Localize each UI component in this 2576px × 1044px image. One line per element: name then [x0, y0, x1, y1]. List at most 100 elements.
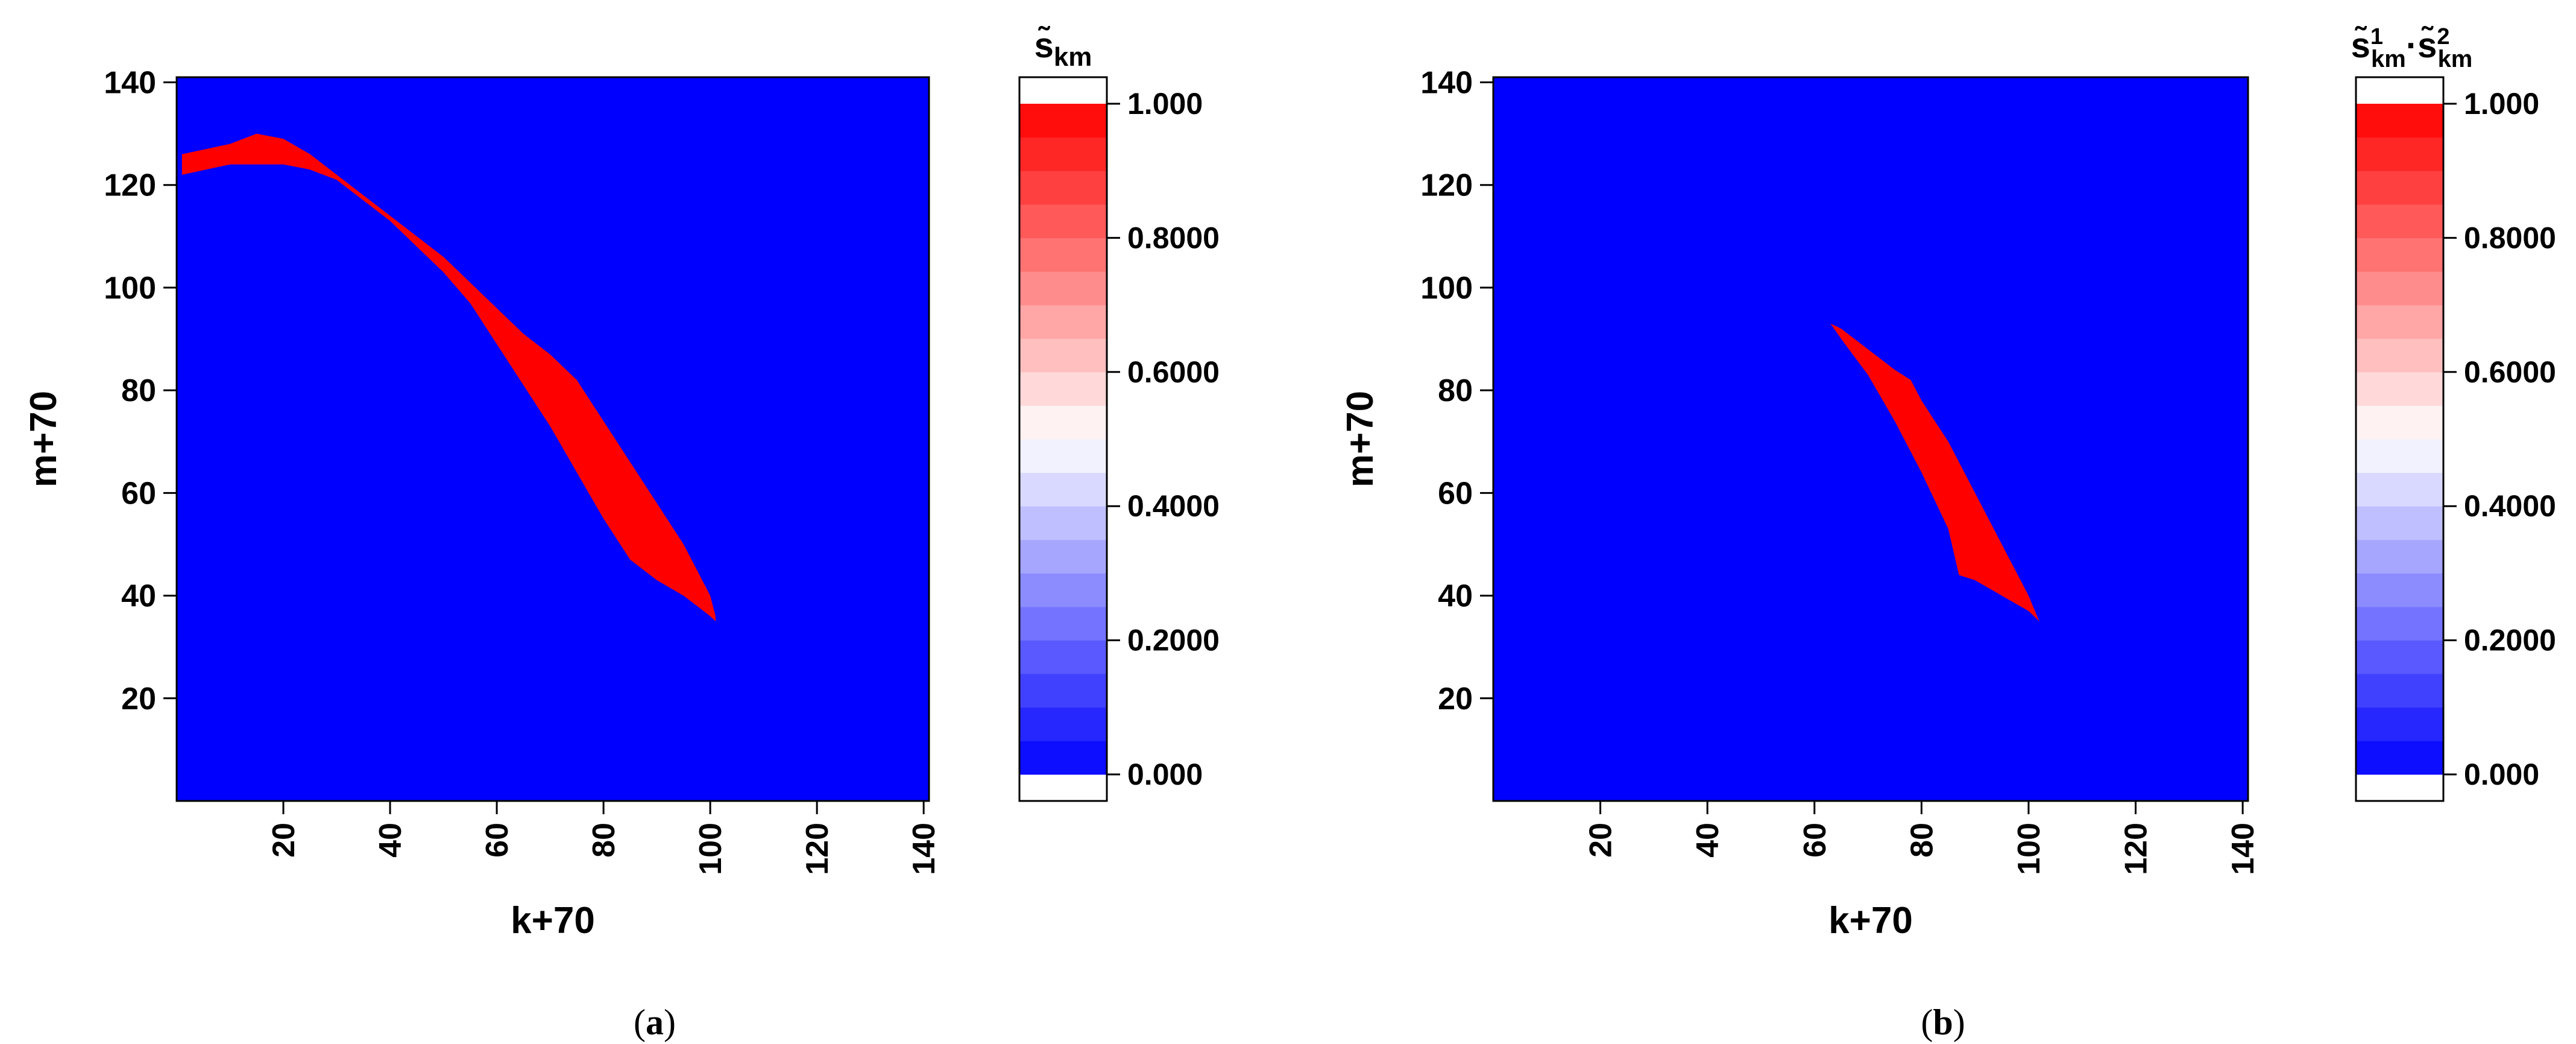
- y-tick-label-a: 100: [104, 271, 156, 306]
- colorbar-title-b-sub2: km: [2438, 46, 2473, 72]
- colorbar-tick-label-a: 0.4000: [1127, 489, 1220, 523]
- colorbar-tick-label-a: 0.8000: [1127, 221, 1220, 255]
- colorbar-b: 0.000 0.2000 0.4000 0.6000 0.8000 1.000: [2355, 76, 2556, 802]
- colorbar-band-a: [1019, 271, 1107, 306]
- y-axis-title-b: m+70: [1340, 391, 1381, 487]
- x-tick-label-b: 140: [2226, 823, 2261, 875]
- colorbar-band-b: [2356, 607, 2443, 641]
- y-tick-label-b: 20: [1438, 682, 1473, 717]
- colorbar-band-b: [2356, 472, 2443, 507]
- colorbar-band-a: [1019, 238, 1107, 272]
- panel-b: 20 40 60 80 100 120 140 20 40 60 80 100 120 140 k+70…: [1340, 24, 2556, 1042]
- colorbar-band-a: [1019, 640, 1107, 674]
- colorbar-band-a: [1019, 405, 1107, 440]
- colorbar-band-a: [1019, 204, 1107, 238]
- colorbar-band-b: [2356, 539, 2443, 574]
- colorbar-band-b: [2356, 137, 2443, 171]
- colorbar-band-a: [1019, 539, 1107, 574]
- colorbar-band-b: [2356, 204, 2443, 238]
- panel-a: 20 40 60 80 100 120 140 20 40 60 80 100 120 140 k+70…: [23, 26, 1220, 1042]
- colorbar-tick-label-b: 1.000: [2464, 87, 2539, 121]
- x-tick-label-a: 140: [907, 823, 942, 875]
- colorbar-title-b-sup2: 2: [2437, 24, 2449, 49]
- y-tick-label-a: 40: [121, 579, 156, 614]
- y-tick-label-b: 140: [1420, 66, 1473, 101]
- colorbar-title-sub-a: km: [1054, 42, 1092, 72]
- colorbar-title-b-s1: s̃: [2351, 26, 2370, 65]
- colorbar-title-b-sub1: km: [2371, 46, 2406, 72]
- colorbar-band-a: [1019, 137, 1107, 171]
- y-tick-label-a: 120: [104, 168, 156, 203]
- colorbar-tick-label-a: 0.000: [1127, 758, 1203, 791]
- x-tick-label-a: 80: [587, 823, 622, 858]
- colorbar-band-a: [1019, 506, 1107, 540]
- colorbar-tick-label-b: 0.8000: [2464, 221, 2556, 255]
- x-tick-label-a: 120: [800, 823, 835, 875]
- x-tick-label-a: 20: [266, 823, 301, 858]
- y-ticks-b: 20 40 60 80 100 120 140: [1420, 66, 1493, 717]
- colorbar-band-b: [2356, 372, 2443, 406]
- colorbar-band-a: [1019, 338, 1107, 373]
- heatmap-region-a: [181, 133, 716, 622]
- colorbar-title-b: s̃1 km·s̃2 km: [2351, 24, 2473, 72]
- colorbar-band-b: [2356, 271, 2443, 306]
- x-tick-label-b: 60: [1798, 823, 1833, 858]
- y-axis-title-a: m+70: [23, 391, 65, 487]
- colorbar-tick-label-a: 1.000: [1127, 87, 1203, 121]
- colorbar-band-b: [2356, 674, 2443, 708]
- plot-area-a: [177, 77, 929, 801]
- colorbar-band-a: [1019, 573, 1107, 607]
- x-tick-label-b: 100: [2012, 823, 2047, 875]
- colorbar-band-a: [1019, 171, 1107, 205]
- colorbar-band-b: [2356, 707, 2443, 741]
- y-tick-label-b: 80: [1438, 373, 1473, 408]
- plot-frame-b: [1492, 76, 2249, 802]
- x-tick-label-a: 100: [693, 823, 728, 875]
- heatmap-region-b: [1830, 323, 2039, 622]
- colorbar-band-a: [1019, 305, 1107, 339]
- caption-letter-b: b: [1933, 1002, 1953, 1042]
- colorbar-band-b: [2356, 506, 2443, 540]
- colorbar-band-b: [2356, 305, 2443, 339]
- y-tick-label-a: 140: [104, 66, 156, 101]
- colorbar-band-a: [1019, 707, 1107, 741]
- colorbar-tick-label-a: 0.2000: [1127, 624, 1220, 657]
- colorbar-frame-a: [1018, 76, 1108, 802]
- colorbar-title-b-sup1: 1: [2370, 24, 2383, 49]
- colorbar-title-b-s2: s̃: [2417, 26, 2437, 65]
- colorbar-band-a: [1019, 104, 1107, 138]
- colorbar-band-b: [2356, 439, 2443, 473]
- colorbar-band-b: [2356, 405, 2443, 440]
- y-tick-label-b: 40: [1438, 579, 1473, 614]
- colorbar-band-a: [1019, 607, 1107, 641]
- x-tick-label-a: 60: [480, 823, 515, 858]
- plot-frame-a: [175, 76, 930, 802]
- colorbar-title-main-a: s̃: [1034, 26, 1054, 65]
- colorbar-band-a: [1019, 439, 1107, 473]
- x-ticks-a: 20 40 60 80 100 120 140: [266, 801, 942, 875]
- colorbar-band-b: [2356, 238, 2443, 272]
- colorbar-title-b-dot: ·: [2406, 26, 2417, 65]
- y-tick-label-a: 20: [121, 682, 156, 717]
- colorbar-band-b: [2356, 104, 2443, 138]
- x-tick-label-b: 120: [2119, 823, 2154, 875]
- colorbar-tick-label-b: 0.4000: [2464, 489, 2556, 523]
- colorbar-title-a: s̃km: [1034, 26, 1092, 72]
- x-axis-title-a: k+70: [511, 900, 595, 941]
- y-tick-label-b: 120: [1420, 168, 1473, 203]
- colorbar-band-a: [1019, 372, 1107, 406]
- y-tick-label-a: 80: [121, 373, 156, 408]
- x-ticks-b: 20 40 60 80 100 120 140: [1584, 801, 2261, 875]
- colorbar-tick-label-b: 0.6000: [2464, 355, 2556, 389]
- colorbar-band-b: [2356, 573, 2443, 607]
- plot-area-b: [1493, 77, 2248, 801]
- colorbar-band-b: [2356, 741, 2443, 775]
- colorbar-band-a: [1019, 674, 1107, 708]
- caption-b: (b): [1921, 1002, 1965, 1042]
- x-tick-label-b: 20: [1584, 823, 1619, 858]
- colorbar-a: 0.000 0.2000 0.4000 0.6000 0.8000 1.000: [1018, 76, 1220, 802]
- x-tick-label-a: 40: [373, 823, 408, 858]
- y-tick-label-a: 60: [121, 476, 156, 511]
- colorbar-band-a: [1019, 472, 1107, 507]
